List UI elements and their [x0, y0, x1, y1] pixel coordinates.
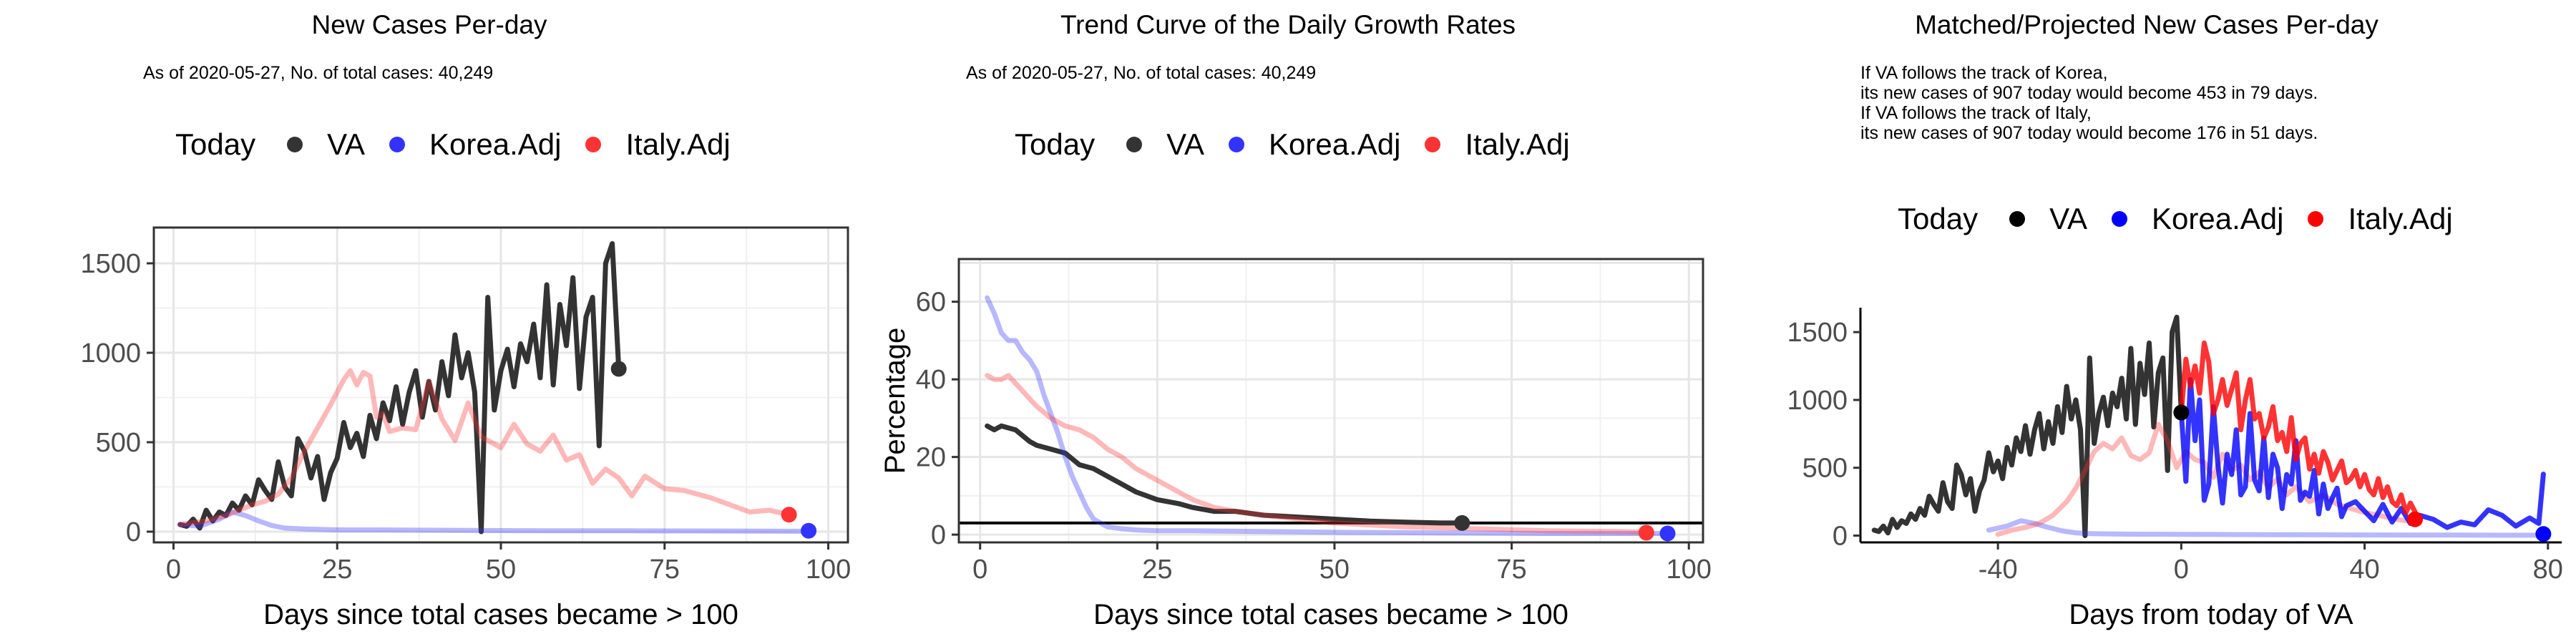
- annotation-line: its new cases of 907 today would become …: [1860, 123, 2318, 143]
- legend-label-va: VA: [1166, 127, 1204, 161]
- y-tick-label: 1000: [1787, 386, 1848, 416]
- x-tick-label: 40: [2349, 555, 2379, 585]
- legend-key-korea: [1229, 137, 1244, 152]
- chart-panel-projected: Matched/Projected New Cases Per-day If V…: [1717, 0, 2576, 644]
- chart-panel-new-cases: New Cases Per-day As of 2020-05-27, No. …: [0, 0, 859, 644]
- legend-key-italy: [2308, 211, 2324, 227]
- legend-key-va: [287, 137, 303, 152]
- legend-item-korea: Korea.Adj: [1229, 127, 1400, 162]
- y-tick-label: 1500: [80, 249, 141, 279]
- chart-title: Matched/Projected New Cases Per-day: [1915, 10, 2379, 39]
- chart-legend: Today VA Korea.Adj Italy.Adj: [1898, 202, 2453, 236]
- legend-item-italy: Italy.Adj: [585, 127, 731, 162]
- y-tick-label: 500: [96, 428, 141, 458]
- series-line-0: [1871, 314, 2184, 538]
- series-line-4: [2178, 340, 2418, 515]
- today-point-4: [2407, 511, 2424, 527]
- today-point-2: [781, 507, 797, 523]
- legend-label-italy: Italy.Adj: [625, 127, 731, 161]
- today-point-marker-0: [2173, 404, 2190, 421]
- legend-key-korea: [2112, 211, 2127, 227]
- chart-subtitle: As of 2020-05-27, No. of total cases: 40…: [966, 63, 1317, 83]
- today-point-1: [801, 522, 817, 539]
- legend-label-italy: Italy.Adj: [2348, 202, 2453, 235]
- series-line-1: [985, 295, 1670, 536]
- today-point-3: [2535, 526, 2552, 542]
- x-tick-label: 100: [1666, 555, 1711, 585]
- y-tick-label: 20: [916, 443, 946, 473]
- legend-title: Today: [1898, 202, 1979, 235]
- x-tick-label: 0: [2174, 555, 2189, 585]
- x-tick-label: 100: [806, 555, 851, 585]
- y-tick-label: 500: [1802, 454, 1848, 484]
- legend-item-va: VA: [287, 127, 365, 162]
- chart-legend: Today VA Korea.Adj Italy.Adj: [1015, 127, 1570, 162]
- legend-item-va: VA: [1126, 127, 1204, 162]
- series-line-2: [177, 368, 792, 527]
- x-tick-label: -40: [1979, 555, 2018, 585]
- legend-label-va: VA: [327, 127, 365, 161]
- annotation-line: If VA follows the track of Italy,: [1860, 103, 2092, 123]
- series-line-0: [985, 423, 1465, 526]
- series-line-3: [2178, 377, 2546, 530]
- legend-item-korea: Korea.Adj: [389, 127, 561, 162]
- x-tick-label: 25: [322, 555, 352, 585]
- y-tick-label: 1000: [80, 338, 141, 369]
- legend-key-italy: [1425, 137, 1441, 152]
- legend-title: Today: [175, 127, 256, 161]
- y-tick-label: 0: [1833, 522, 1848, 552]
- x-tick-label: 75: [1496, 555, 1526, 585]
- annotation-line: its new cases of 907 today would become …: [1860, 83, 2318, 103]
- x-axis-title: Days from today of VA: [2069, 599, 2353, 630]
- chart-panel-growth-rates: Trend Curve of the Daily Growth Rates As…: [859, 0, 1717, 644]
- x-tick-label: 25: [1142, 555, 1172, 585]
- legend-key-va: [2009, 211, 2026, 227]
- y-tick-label: 1500: [1787, 318, 1848, 348]
- today-point-0: [610, 361, 627, 377]
- y-tick-label: 60: [916, 288, 946, 318]
- x-axis-title: Days since total cases became > 100: [263, 599, 738, 630]
- series-line-1: [177, 509, 811, 534]
- series-line-0: [177, 241, 622, 535]
- today-point-0: [1454, 514, 1470, 531]
- chart-legend: Today VA Korea.Adj Italy.Adj: [175, 127, 731, 162]
- chart-title: Trend Curve of the Daily Growth Rates: [1060, 10, 1516, 39]
- y-tick-label: 40: [916, 365, 946, 395]
- legend-item-va: VA: [2009, 202, 2087, 236]
- legend-label-korea: Korea.Adj: [429, 127, 562, 161]
- x-tick-label: 75: [650, 555, 680, 585]
- series-line-1: [1986, 518, 2551, 538]
- legend-key-va: [1126, 137, 1143, 152]
- plot-border: [957, 258, 1704, 544]
- legend-key-korea: [389, 137, 405, 152]
- projection-annotation: If VA follows the track of Korea, its ne…: [1860, 63, 2318, 143]
- legend-item-italy: Italy.Adj: [1425, 127, 1570, 162]
- legend-title: Today: [1015, 127, 1096, 161]
- y-tick-label: 0: [126, 517, 141, 547]
- chart-plot: 0 25 50 75 100 0 20 40 60 Days since total cases …: [879, 258, 1712, 630]
- legend-item-italy: Italy.Adj: [2308, 202, 2453, 236]
- today-point-2: [1638, 525, 1654, 541]
- chart-title: New Cases Per-day: [311, 10, 547, 39]
- legend-label-va: VA: [2049, 202, 2087, 235]
- y-axis-title: Percentage: [879, 328, 911, 474]
- x-tick-label: 0: [166, 555, 181, 585]
- y-tick-label: 0: [931, 520, 946, 550]
- legend-key-italy: [585, 137, 602, 152]
- legend-label-italy: Italy.Adj: [1465, 127, 1570, 161]
- x-tick-label: 80: [2533, 555, 2563, 585]
- legend-label-korea: Korea.Adj: [1269, 127, 1401, 161]
- x-tick-label: 0: [972, 555, 987, 585]
- x-tick-label: 50: [1319, 555, 1350, 585]
- x-axis-title: Days since total cases became > 100: [1093, 599, 1568, 630]
- x-tick-label: 50: [486, 555, 516, 585]
- legend-label-korea: Korea.Adj: [2152, 202, 2284, 235]
- today-point-1: [1659, 525, 1676, 542]
- chart-plot: -40 0 40 80 0 500 1000 1500 Days from today of V…: [1787, 308, 2563, 630]
- legend-item-korea: Korea.Adj: [2112, 202, 2283, 236]
- series-line-2: [985, 373, 1649, 535]
- chart-subtitle: As of 2020-05-27, No. of total cases: 40…: [143, 63, 494, 83]
- annotation-line: If VA follows the track of Korea,: [1860, 63, 2108, 83]
